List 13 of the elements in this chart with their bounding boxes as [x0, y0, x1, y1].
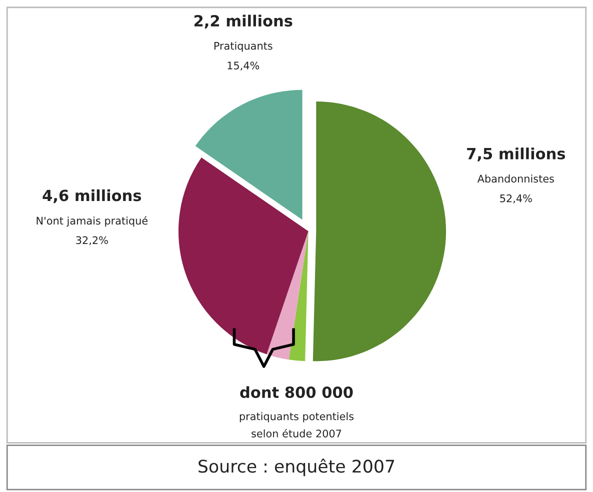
text: 7,5 millions [467, 148, 566, 162]
text: 2,2 millions [194, 14, 292, 29]
text: 15,4% [228, 62, 260, 71]
text: N'ont jamais pratiqué [36, 216, 148, 227]
source-note: Source : enquête 2007 [198, 458, 394, 476]
text: selon étude 2007 [252, 428, 342, 438]
text: Pratiquants [214, 42, 272, 52]
text: dont 800 000 [240, 386, 353, 398]
text: pratiquants potentiels [240, 412, 354, 422]
text: 32,2% [76, 236, 108, 246]
text: 4,6 millions [42, 189, 142, 204]
text: Abandonnistes [477, 174, 554, 183]
text: 52,4% [500, 194, 532, 204]
